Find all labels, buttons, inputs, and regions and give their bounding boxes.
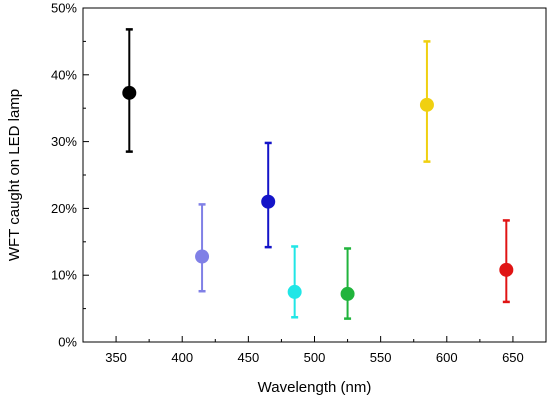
data-point — [419, 97, 434, 112]
y-axis-title: WFT caught on LED lamp — [6, 89, 23, 261]
y-tick-label: 40% — [51, 67, 77, 82]
x-tick-label: 650 — [502, 350, 524, 365]
data-points — [122, 28, 514, 320]
data-point — [122, 85, 137, 100]
data-point — [499, 262, 514, 277]
y-tick-label: 0% — [58, 335, 77, 350]
y-tick-label: 20% — [51, 201, 77, 216]
y-axis: 0% 10% 20% 30% 40% 50% — [51, 1, 89, 350]
x-tick-label: 600 — [436, 350, 458, 365]
y-tick-label: 10% — [51, 268, 77, 283]
x-axis: 350 400 450 500 550 600 650 — [82, 336, 547, 365]
data-point — [287, 284, 302, 299]
y-tick-label: 30% — [51, 134, 77, 149]
x-tick-label: 400 — [171, 350, 193, 365]
x-tick-label: 450 — [238, 350, 260, 365]
data-point — [340, 286, 355, 301]
data-point — [195, 249, 210, 264]
plot-frame — [82, 7, 547, 343]
x-tick-label: 350 — [105, 350, 127, 365]
data-point — [261, 194, 276, 209]
x-axis-title: Wavelength (nm) — [258, 379, 372, 396]
y-tick-label: 50% — [51, 1, 77, 16]
x-tick-label: 500 — [304, 350, 326, 365]
x-tick-label: 550 — [370, 350, 392, 365]
